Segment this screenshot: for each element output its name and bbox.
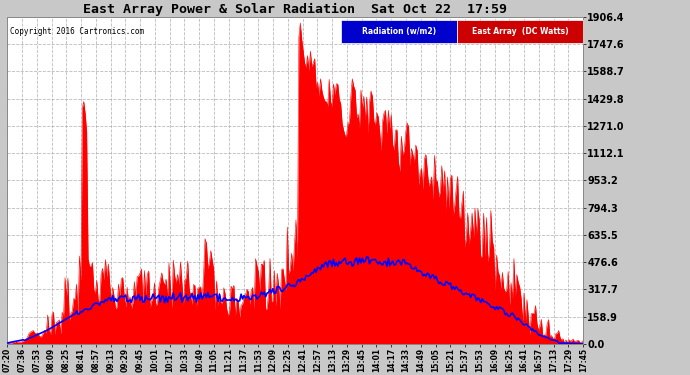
Title: East Array Power & Solar Radiation  Sat Oct 22  17:59: East Array Power & Solar Radiation Sat O… (83, 3, 507, 16)
Text: East Array  (DC Watts): East Array (DC Watts) (471, 27, 568, 36)
Text: Radiation (w/m2): Radiation (w/m2) (362, 27, 436, 36)
FancyBboxPatch shape (342, 20, 457, 43)
FancyBboxPatch shape (457, 20, 583, 43)
Text: Copyright 2016 Cartronics.com: Copyright 2016 Cartronics.com (10, 27, 144, 36)
